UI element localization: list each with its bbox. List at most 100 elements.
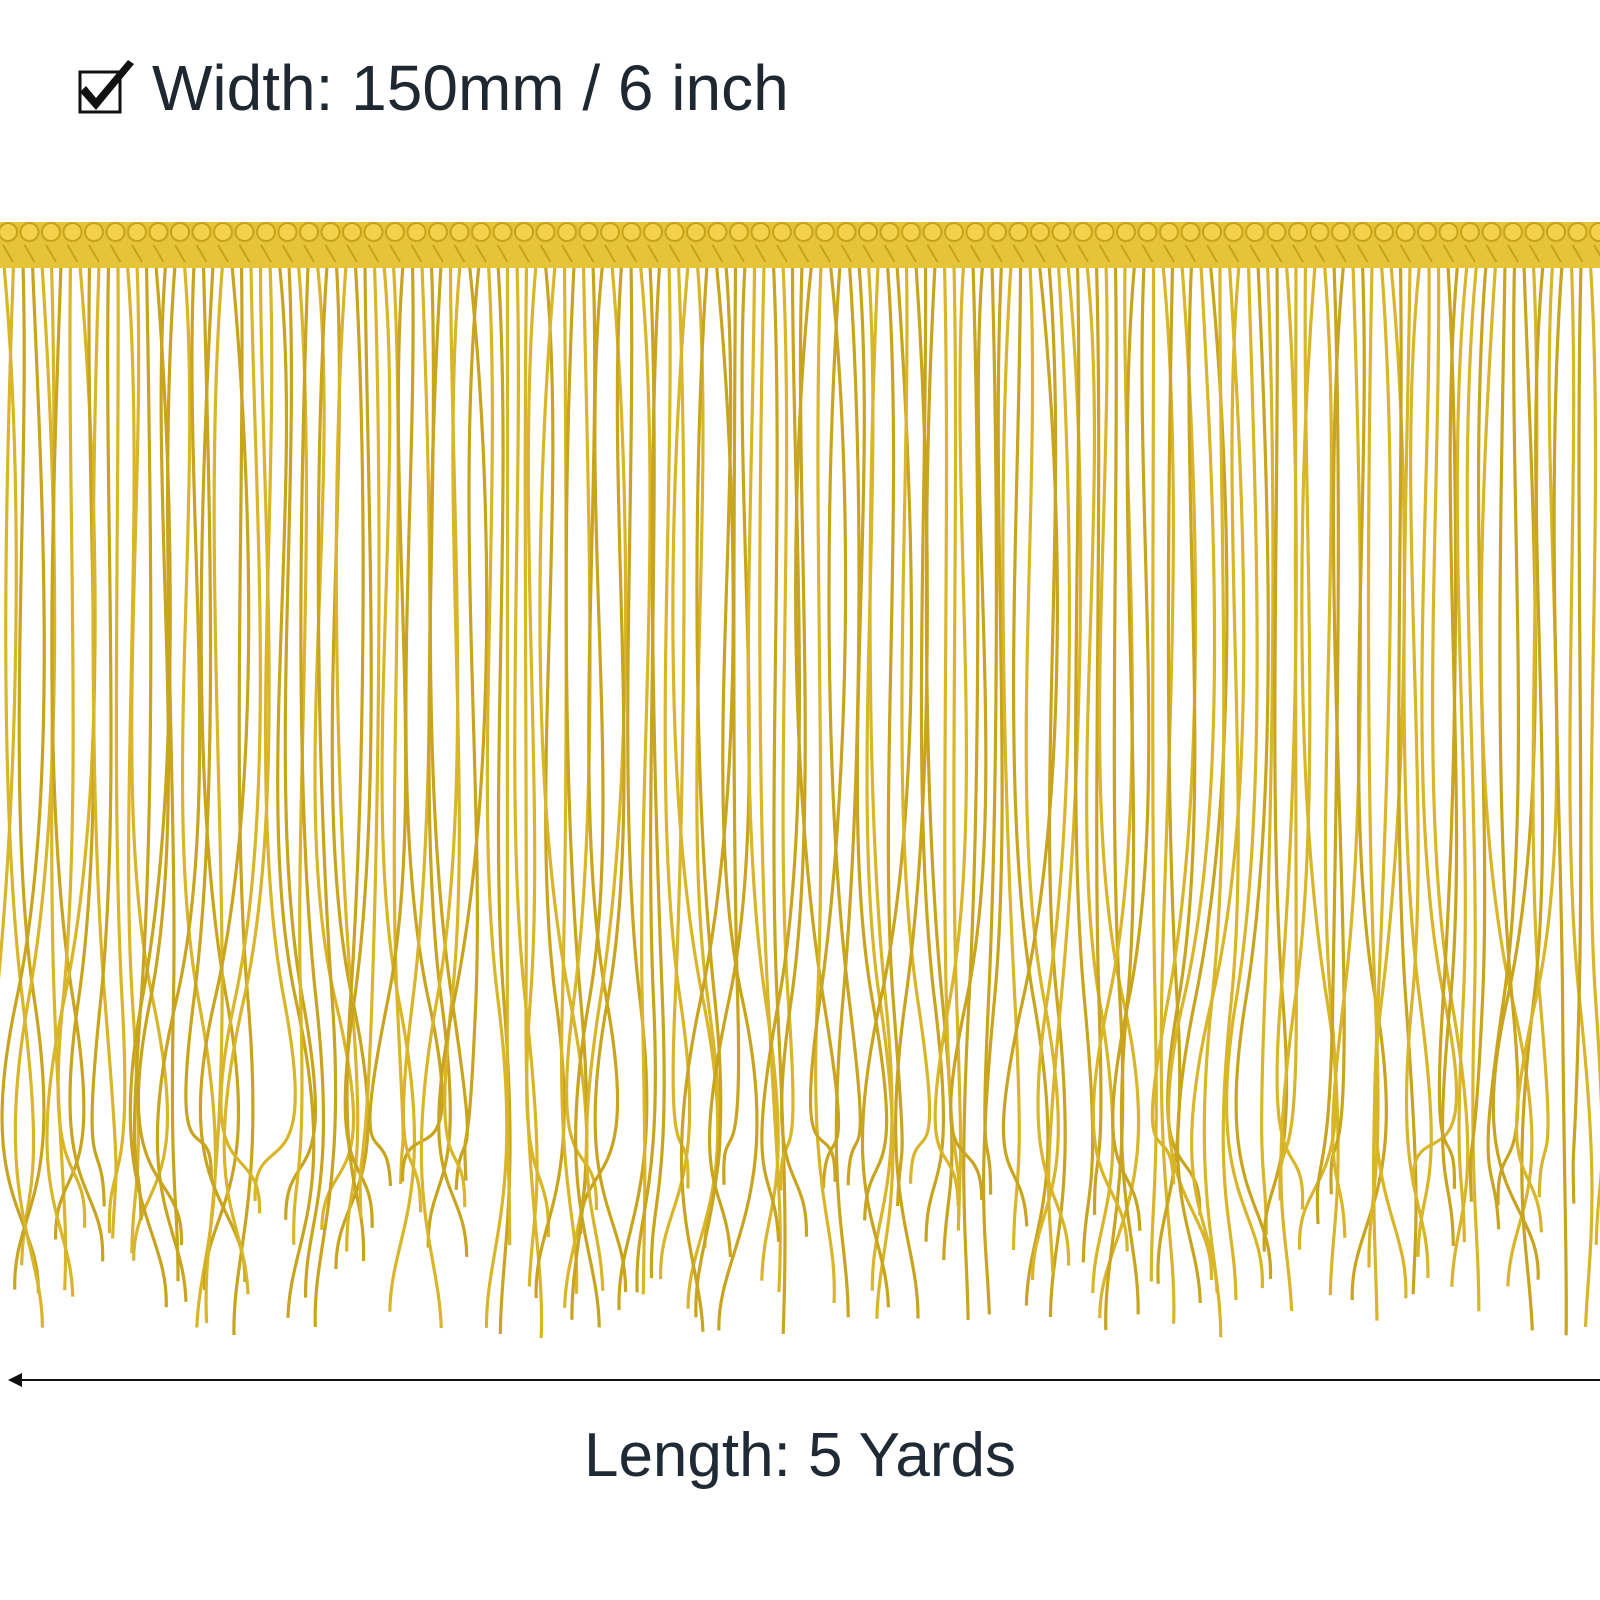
braid-stitch — [754, 244, 767, 263]
fringe-strand — [50, 264, 86, 1240]
braid-loop — [707, 222, 728, 242]
braid-loop — [1288, 222, 1308, 242]
braid-stitch — [45, 244, 57, 263]
braid-loop — [1202, 222, 1222, 242]
fringe-strand — [125, 264, 140, 1254]
fringe-strand — [574, 264, 605, 1328]
fringe-strand — [276, 264, 316, 1318]
braid-loop — [1503, 222, 1523, 242]
braid-loop — [729, 222, 749, 242]
fringe-strand — [760, 264, 801, 1242]
braid-loop — [836, 222, 857, 242]
braid-stitch — [1528, 244, 1541, 263]
braid-stitch — [238, 244, 251, 263]
fringe-strand — [924, 264, 954, 1260]
fringe-strand — [942, 264, 961, 1221]
fringe-strand — [1571, 264, 1583, 1204]
fringe-strand — [1166, 264, 1202, 1216]
fringe-strand — [771, 264, 787, 1334]
fringe-strand — [1372, 264, 1393, 1321]
fringe-strand — [1465, 264, 1481, 1312]
fringe-strand — [90, 264, 113, 1207]
braid-loop — [793, 222, 814, 242]
fringe-strand — [1568, 264, 1594, 1327]
fringe-strand — [198, 264, 251, 1282]
fringe-strand — [1279, 264, 1312, 1312]
braid-loop — [449, 222, 470, 242]
braid-stitch — [475, 244, 487, 263]
fringe-strand — [1150, 264, 1198, 1185]
braid-loop — [514, 222, 534, 242]
braid-loop — [643, 222, 663, 242]
braid-stitch — [303, 244, 315, 263]
fringe-strand — [708, 264, 751, 1258]
fringe-strand — [1350, 264, 1388, 1301]
braid-loop — [471, 222, 491, 242]
braid-stitch — [152, 244, 165, 263]
fringe-strand — [132, 264, 153, 1221]
braid-stitch — [1077, 244, 1089, 263]
fringe-strand — [780, 264, 809, 1237]
braid-stitch — [1335, 244, 1347, 263]
braid-stitch — [432, 244, 444, 263]
fringe-strand — [860, 264, 914, 1308]
checkbox-icon — [78, 60, 134, 114]
braid-stitch — [647, 244, 659, 263]
braid-loop — [944, 222, 964, 242]
fringe-strand — [1156, 264, 1182, 1284]
fringe-strand — [130, 264, 170, 1261]
braid-stitch — [1163, 244, 1175, 263]
braid-loop — [600, 222, 620, 242]
fringe-strand — [1166, 264, 1217, 1280]
fringe-strand — [1331, 264, 1363, 1238]
fringe-strand — [1514, 264, 1559, 1233]
braid-loop — [1266, 222, 1287, 242]
braid-loop — [1331, 222, 1351, 242]
fringe-strand — [184, 264, 213, 1181]
braid-stitch — [883, 244, 896, 263]
braid-loop — [385, 222, 405, 242]
braid-stitch — [776, 244, 788, 263]
fringe-strand — [1011, 264, 1050, 1306]
fringe-strand — [671, 264, 720, 1309]
fringe-strand — [345, 264, 366, 1262]
braid-stitch — [668, 244, 681, 263]
fringe-strand — [484, 264, 509, 1328]
fringe-strand — [1520, 264, 1545, 1331]
braid-loop — [664, 222, 685, 242]
braid-loop — [879, 222, 900, 242]
fringe-strand — [56, 264, 87, 1228]
fringe-strand — [722, 264, 741, 1185]
braid-loop — [965, 222, 986, 242]
fringe-strand — [694, 264, 723, 1318]
braid-loop — [1030, 222, 1050, 242]
braid-loop — [1352, 222, 1373, 242]
fringe-strand — [155, 264, 202, 1302]
fringe-strand — [584, 264, 628, 1291]
braid-stitch — [217, 244, 229, 263]
length-arrow — [8, 1373, 1600, 1387]
fringe-strand — [313, 264, 338, 1327]
braid-loop — [1460, 222, 1480, 242]
fringe-strand — [981, 264, 1004, 1315]
braid-stitch — [969, 244, 982, 263]
fringe-strand — [4, 264, 36, 1266]
fringe-strand — [1315, 264, 1340, 1225]
braid-loop — [1309, 222, 1330, 242]
braid-loop — [815, 222, 835, 242]
fringe-strand — [505, 264, 512, 1246]
fringe-strand — [496, 264, 512, 1335]
braid-loop — [1223, 222, 1244, 242]
fringe-strand — [358, 264, 381, 1218]
fringe-strand — [0, 264, 46, 1294]
fringe-strand — [794, 264, 841, 1189]
braid-loop — [191, 222, 212, 242]
length-label: Length: 5 Yards — [584, 1421, 1016, 1490]
braid-loop — [277, 222, 298, 242]
fringe-strand — [593, 264, 628, 1292]
braid-stitch — [905, 244, 917, 263]
braid-loop — [1094, 222, 1115, 242]
braid-stitch — [1120, 244, 1132, 263]
